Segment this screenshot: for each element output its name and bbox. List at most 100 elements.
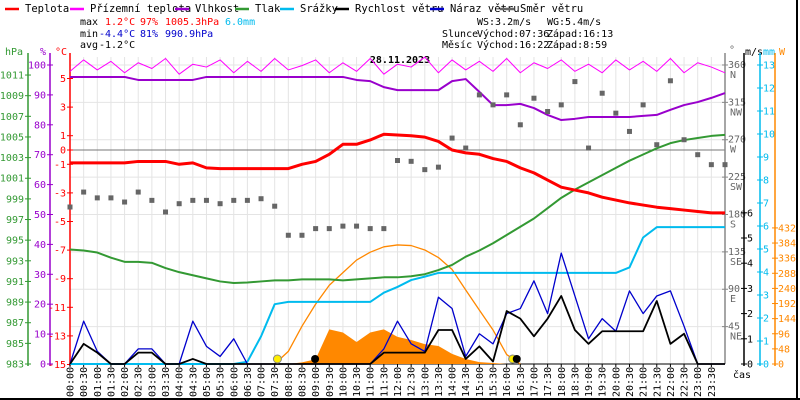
direction-tick-compass: S [730,219,736,230]
solar-actual-area [70,329,725,364]
solar-tick-label: 96 [778,329,790,340]
direction-tick-compass: N [730,70,736,81]
wind-direction-point [231,197,237,203]
stat-min-temp: -4.4°C [99,29,135,40]
pressure-tick-label: 991 [6,277,24,288]
humidity-axis-unit: % [40,47,46,58]
direction-tick-label: 270 [728,135,746,146]
x-tick-label: 05:30 [216,367,227,397]
rain-axis-unit: mm [763,47,775,58]
x-tick-label: 22:00 [666,367,677,397]
wind-direction-point [695,152,701,158]
legend-label: Srážky [300,3,338,15]
x-tick-label: 23:30 [707,367,718,397]
x-tick-label: 23:00 [693,367,704,397]
wind-direction-point [667,78,673,84]
temperature-tick-label: -15 [48,360,66,371]
x-tick-label: 01:30 [106,367,117,397]
wind-direction-point [340,223,346,229]
humidity-tick-label: 60 [34,180,46,191]
moonrise-icon [512,355,521,363]
wind-tick-label: 6 [747,208,753,219]
x-tick-label: 12:30 [407,367,418,397]
solar-tick-label: 240 [778,284,796,295]
wind-direction-point [545,108,551,114]
rain-tick-label: 6 [763,222,769,233]
temperature-tick-label: 5 [60,74,66,85]
rain-tick-label: 2 [763,314,769,325]
wind-direction-point [326,226,332,232]
x-tick-label: 02:00 [120,367,131,397]
x-tick-label: 13:00 [420,367,431,397]
rain-tick-label: 10 [763,130,775,141]
stat-max-press: 1005.3hPa [165,17,219,28]
wind-direction-point [681,137,687,143]
x-tick-label: 18:30 [570,367,581,397]
wind-direction-point [176,201,182,207]
x-tick-label: 02:30 [134,367,145,397]
x-tick-label: 20:00 [611,367,622,397]
solar-tick-label: 144 [778,314,796,325]
stat-sun-set: Západ:16:13 [547,28,613,40]
sunrise-icon [272,354,282,364]
x-tick-label: 07:30 [270,367,281,397]
temperature-tick-label: 0 [60,146,66,157]
wind-direction-point [285,232,291,238]
wind-direction-point [654,142,660,148]
x-tick-label: 09:30 [325,367,336,397]
legend-label: Tlak [255,3,281,15]
wind-tick-label: 5 [747,234,753,245]
temperature-tick-label: -13 [48,331,66,342]
direction-tick-label: 45 [728,322,740,333]
x-tick-label: 08:00 [284,367,295,397]
direction-tick-compass: NW [730,107,743,118]
x-tick-label: 19:00 [584,367,595,397]
legend-label: Přízemní teplota [90,3,191,15]
wind-direction-point [203,197,209,203]
temperature-tick-label: -1 [54,160,66,171]
humidity-tick-label: 50 [34,210,46,221]
stat-moon-label: Měsíc [442,39,472,51]
x-tick-label: 08:30 [297,367,308,397]
stat-max-hum: 97% [140,17,158,28]
x-tick-label: 03:00 [147,367,158,397]
x-tick-label: 00:00 [66,367,77,397]
x-tick-label: 04:30 [188,367,199,397]
legend-label: Vlhkost [195,3,239,15]
wind-direction-point [272,203,278,209]
stat-wg: WG:5.4m/s [547,17,601,28]
wind-direction-point [572,79,578,85]
stat-max-rain: 6.0mm [225,17,255,28]
wind-direction-point [613,110,619,116]
humidity-line [70,75,726,122]
humidity-tick-label: 10 [34,330,46,341]
temperature-tick-label: -3 [54,188,66,199]
wind-direction-point [381,226,387,232]
x-tick-label: 13:30 [434,367,445,397]
x-tick-label: 21:30 [652,367,663,397]
wind-direction-point [640,102,646,108]
humidity-tick-label: 90 [34,90,46,101]
humidity-tick-label: 70 [34,150,46,161]
pressure-tick-label: 1001 [0,174,24,185]
wind-direction-point [395,158,400,164]
solar-tick-label: 384 [778,239,796,250]
stat-max-label: max [80,17,98,28]
direction-tick-label: 180 [728,209,746,220]
x-tick-label: 17:00 [529,367,540,397]
rain-tick-label: 11 [763,107,775,118]
x-tick-label: 09:00 [311,367,322,397]
x-tick-label: 10:00 [338,367,349,397]
solar-tick-label: 0 [778,360,784,371]
wind-direction-point [108,195,114,201]
solar-tick-label: 432 [778,223,796,234]
wind-direction-point [476,92,482,98]
humidity-tick-label: 0 [40,360,46,371]
pressure-tick-label: 1005 [0,132,24,143]
x-tick-label: 15:00 [475,367,486,397]
wind-speed-line [69,295,725,365]
rain-tick-label: 4 [763,268,769,279]
wind-direction-point [626,128,632,134]
wind-direction-point [122,199,128,205]
